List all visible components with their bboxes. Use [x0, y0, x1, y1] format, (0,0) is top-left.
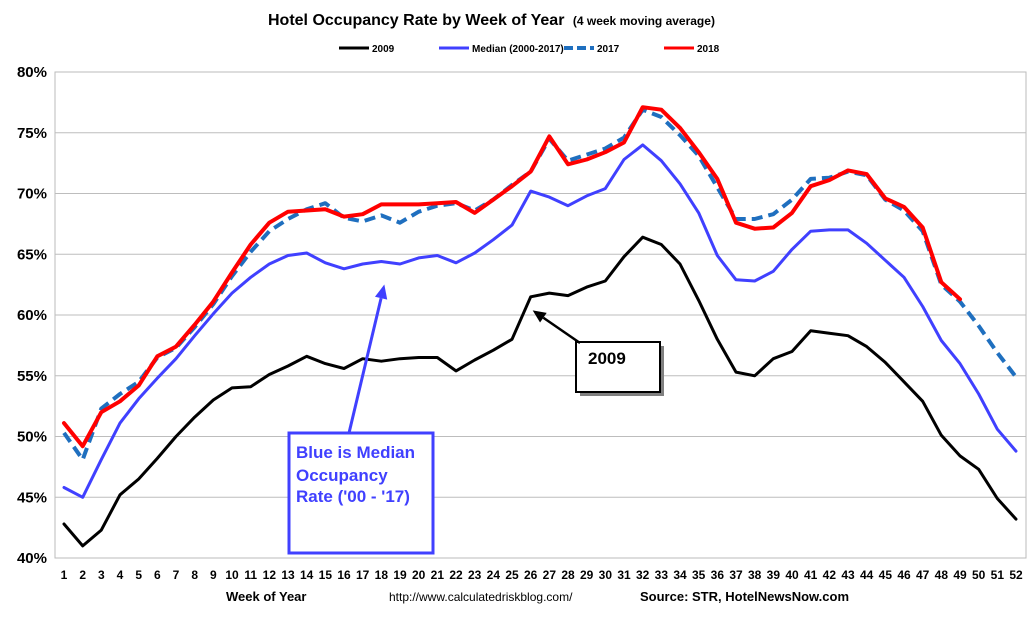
x-tick-label: 6: [154, 568, 161, 582]
legend-label: 2009: [372, 44, 395, 55]
source-credit: Source: STR, HotelNewsNow.com: [640, 589, 849, 604]
x-tick-label: 10: [225, 568, 239, 582]
median-annotation-arrowhead: [374, 284, 388, 300]
x-tick-label: 28: [561, 568, 575, 582]
y-tick-label: 75%: [17, 125, 47, 142]
legend-label: 2018: [697, 44, 720, 55]
x-tick-label: 38: [748, 568, 762, 582]
series-lines: [62, 105, 1018, 548]
y-tick-label: 70%: [17, 186, 47, 203]
y-tick-label: 65%: [17, 246, 47, 263]
x-tick-label: 46: [897, 568, 911, 582]
source-url: http://www.calculatedriskblog.com/: [389, 590, 573, 604]
year-2009-annotation-arrowhead: [532, 310, 547, 323]
x-axis: 1 2 3 4 5 6 7 8 9 10 11 12 13 14 15 16 17 18 19 20 21 22 23 24 2…: [61, 568, 1023, 582]
median-annotation-arrow: [347, 297, 383, 434]
x-axis-label: Week of Year: [226, 589, 306, 604]
series-line-median-2000-2017: [62, 143, 1018, 499]
x-tick-label: 18: [375, 568, 389, 582]
y-tick-label: 80%: [17, 64, 47, 81]
series-line-2018: [62, 105, 962, 449]
y-tick-label: 50%: [17, 429, 47, 446]
y-axis: 40% 45% 50% 55% 60% 65% 70% 75% 80%: [17, 64, 47, 567]
x-tick-label: 24: [487, 568, 501, 582]
x-tick-label: 2: [79, 568, 86, 582]
x-tick-label: 42: [823, 568, 837, 582]
x-tick-label: 36: [711, 568, 725, 582]
y-tick-label: 45%: [17, 489, 47, 506]
median-annotation-text: Blue is Median Occupancy Rate ('00 - '17…: [296, 443, 420, 506]
median-annotation-line-2: Occupancy: [296, 466, 388, 485]
x-tick-label: 1: [61, 568, 68, 582]
year-2009-annotation-arrow: [542, 316, 581, 345]
x-tick-label: 19: [393, 568, 407, 582]
x-tick-label: 13: [281, 568, 295, 582]
median-annotation-line-1: Blue is Median: [296, 443, 415, 462]
x-tick-label: 8: [191, 568, 198, 582]
x-tick-label: 34: [673, 568, 687, 582]
x-tick-label: 14: [300, 568, 314, 582]
x-tick-label: 40: [785, 568, 799, 582]
x-tick-label: 12: [263, 568, 277, 582]
x-tick-label: 11: [244, 568, 257, 582]
x-tick-label: 21: [431, 568, 445, 582]
series-line-2009: [62, 235, 1018, 548]
year-2009-annotation-box: [575, 341, 661, 393]
chart-legend: 2009 Median (2000-2017) 2017 2018: [339, 44, 720, 55]
x-tick-label: 16: [337, 568, 351, 582]
x-tick-label: 9: [210, 568, 217, 582]
year-2009-annotation-text: 2009: [588, 349, 626, 368]
x-tick-label: 51: [991, 568, 1005, 582]
x-tick-label: 22: [449, 568, 463, 582]
median-annotation-box: [287, 431, 435, 555]
x-tick-label: 3: [98, 568, 105, 582]
median-annotation-line-3: Rate ('00 - '17): [296, 487, 410, 506]
y-tick-label: 55%: [17, 368, 47, 385]
x-tick-label: 27: [543, 568, 557, 582]
x-tick-label: 25: [505, 568, 519, 582]
legend-label: 2017: [597, 44, 620, 55]
x-tick-label: 30: [599, 568, 613, 582]
legend-label: Median (2000-2017): [472, 44, 564, 55]
x-tick-label: 49: [953, 568, 967, 582]
x-tick-label: 31: [617, 568, 631, 582]
x-tick-label: 45: [879, 568, 893, 582]
x-tick-label: 17: [356, 568, 370, 582]
x-tick-label: 47: [916, 568, 930, 582]
annotations: Blue is Median Occupancy Rate ('00 - '17…: [287, 284, 664, 555]
x-tick-label: 52: [1009, 568, 1023, 582]
x-tick-label: 41: [804, 568, 818, 582]
x-tick-label: 35: [692, 568, 706, 582]
chart-subtitle: (4 week moving average): [573, 14, 715, 28]
x-tick-label: 48: [935, 568, 949, 582]
x-tick-label: 33: [655, 568, 669, 582]
x-tick-label: 39: [767, 568, 781, 582]
x-tick-label: 37: [729, 568, 743, 582]
x-tick-label: 4: [117, 568, 124, 582]
x-tick-label: 29: [580, 568, 594, 582]
x-tick-label: 50: [972, 568, 986, 582]
chart-title-main: Hotel Occupancy Rate by Week of Year: [268, 12, 564, 29]
x-tick-label: 15: [319, 568, 333, 582]
x-tick-label: 7: [173, 568, 180, 582]
x-tick-label: 23: [468, 568, 482, 582]
x-tick-label: 5: [135, 568, 142, 582]
x-tick-label: 26: [524, 568, 538, 582]
x-tick-label: 44: [860, 568, 874, 582]
x-tick-label: 20: [412, 568, 426, 582]
y-tick-label: 40%: [17, 550, 47, 567]
chart-title: Hotel Occupancy Rate by Week of Year (4 …: [268, 12, 715, 29]
y-tick-label: 60%: [17, 307, 47, 324]
x-tick-label: 32: [636, 568, 650, 582]
x-tick-label: 43: [841, 568, 855, 582]
